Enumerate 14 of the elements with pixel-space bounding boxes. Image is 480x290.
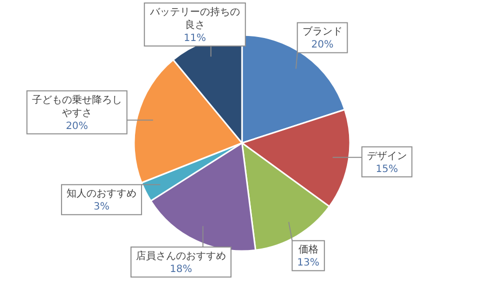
data-label: 15%: [376, 164, 398, 175]
slice-label: 子どもの乗せ降ろしやすさ: [32, 94, 122, 119]
data-label: 11%: [184, 33, 206, 44]
slice-label: ブランド: [302, 26, 342, 38]
slice-label: 価格: [298, 244, 318, 256]
slice-label: バッテリーの持ちの良さ: [148, 6, 240, 31]
slice-label: デザイン: [366, 150, 407, 162]
slice-label: 知人のおすすめ: [66, 188, 137, 200]
data-label: 3%: [94, 202, 110, 213]
data-label: 20%: [66, 120, 88, 132]
slice-label: 店員さんのおすすめ: [136, 250, 226, 262]
data-label: 18%: [170, 264, 192, 276]
data-label: 20%: [311, 40, 334, 51]
data-label: 13%: [297, 258, 320, 269]
